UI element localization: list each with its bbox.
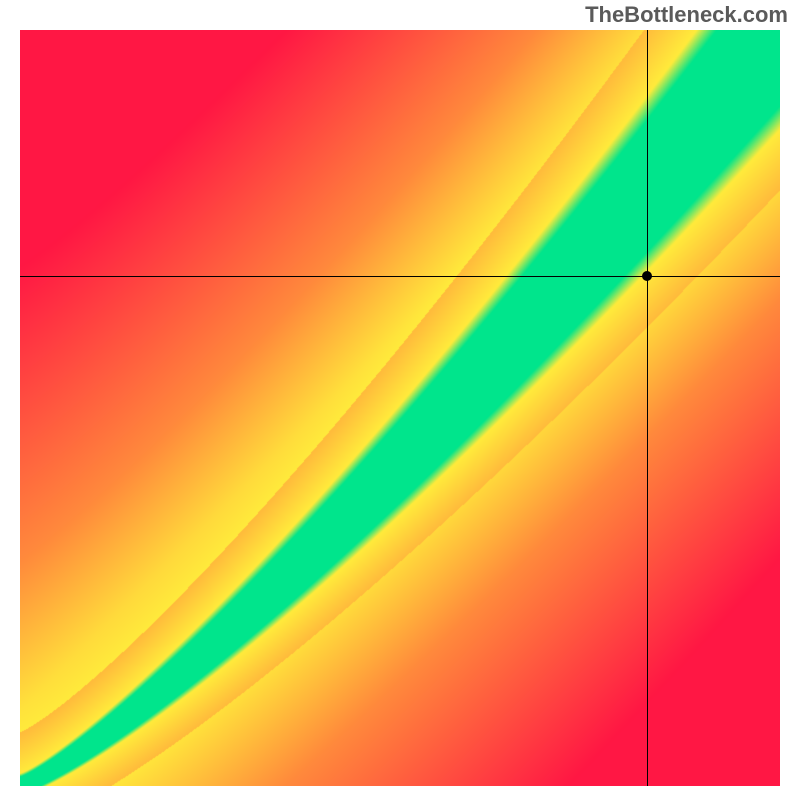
crosshair-horizontal: [20, 276, 780, 277]
heatmap-chart: [20, 30, 780, 786]
chart-container: TheBottleneck.com: [0, 0, 800, 800]
heatmap-canvas: [20, 30, 780, 786]
watermark-text: TheBottleneck.com: [585, 2, 788, 28]
crosshair-vertical: [647, 30, 648, 786]
crosshair-marker: [642, 271, 652, 281]
